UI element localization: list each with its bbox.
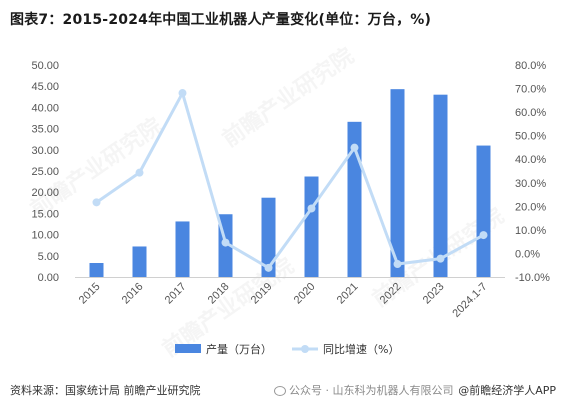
y-right-tick-label: 70.0% [515,84,546,96]
growth-rate-point [436,254,445,263]
legend-line-label: 同比增速（%） [323,342,399,356]
y-left-tick-label: 25.00 [31,166,59,178]
growth-rate-points [92,89,488,272]
y-left-tick-label: 5.00 [38,251,59,263]
x-axis: 2015 2016 2017 2018 2019 2020 2021 2022 2023 2024… [77,281,490,320]
x-tick-label: 2022 [378,281,404,307]
growth-rate-point [221,238,230,247]
x-tick-label: 2023 [421,281,447,307]
y-left-tick-label: 10.00 [31,230,59,242]
y-right-tick-label: 80.0% [515,60,546,72]
y-right-tick-label: 10.0% [515,225,546,237]
growth-rate-point [92,198,101,207]
y-axis-left: 0.00 5.00 10.00 15.00 20.00 25.00 30.00 35.00 40… [31,60,59,284]
production-bar [476,145,491,277]
x-tick-label: 2020 [292,281,318,307]
y-left-tick-label: 40.00 [31,102,59,114]
y-left-tick-label: 30.00 [31,145,59,157]
production-bar [175,221,190,277]
y-right-tick-label: 50.0% [515,131,546,143]
growth-rate-point [350,143,359,152]
chart-title: 图表7：2015-2024年中国工业机器人产量变化(单位：万台，%) [10,12,432,28]
x-tick-label: 2024.1-7 [450,281,489,320]
x-tick-label: 2019 [249,281,275,307]
y-left-tick-label: 0.00 [38,272,59,284]
y-right-tick-label: -10.0% [515,272,550,284]
growth-rate-line [95,91,485,270]
x-tick-label: 2021 [335,281,361,307]
production-bar [261,197,276,277]
growth-rate-point [264,263,273,272]
y-right-tick-label: 30.0% [515,178,546,190]
y-left-tick-label: 20.00 [31,187,59,199]
production-bar [433,94,448,278]
y-right-tick-label: 0.0% [515,248,540,260]
legend-bar-label: 产量（万台） [206,342,272,356]
growth-rate-point [479,231,488,240]
brand-handle: @前瞻经济学人APP [458,384,556,397]
y-left-tick-label: 35.00 [31,124,59,136]
x-tick-label: 2015 [77,281,103,307]
y-axis-right: -10.0% 0.0% 10.0% 20.0% 30.0% 40.0% 50.0% 60.0%… [515,60,550,284]
y-left-tick-label: 15.00 [31,208,59,220]
source-note: 资料来源：国家统计局 前瞻产业研究院 [10,384,201,397]
production-bar [304,176,319,277]
growth-rate-point [178,89,187,98]
production-bar [132,246,147,277]
y-right-tick-label: 60.0% [515,107,546,119]
production-bar [390,89,405,277]
y-left-tick-label: 50.00 [31,60,59,72]
wechat-icon [274,386,286,396]
wechat-account-label: 公众号 · 山东科为机器人有限公司 [289,384,454,397]
x-tick-label: 2018 [206,281,232,307]
growth-rate-point [135,168,144,177]
growth-rate-point [393,260,402,269]
wechat-account: 公众号 · 山东科为机器人有限公司 [274,382,454,398]
production-bar [89,263,104,277]
y-right-tick-label: 20.0% [515,201,546,213]
legend-line-dot [301,345,309,353]
legend-bar-swatch [175,344,201,353]
y-left-tick-label: 45.00 [31,81,59,93]
x-tick-label: 2016 [120,281,146,307]
bar-series [89,89,491,278]
legend: 产量（万台） 同比增速（%） [175,342,399,356]
growth-rate-point [307,204,316,213]
x-tick-label: 2017 [163,281,189,307]
y-right-tick-label: 40.0% [515,154,546,166]
